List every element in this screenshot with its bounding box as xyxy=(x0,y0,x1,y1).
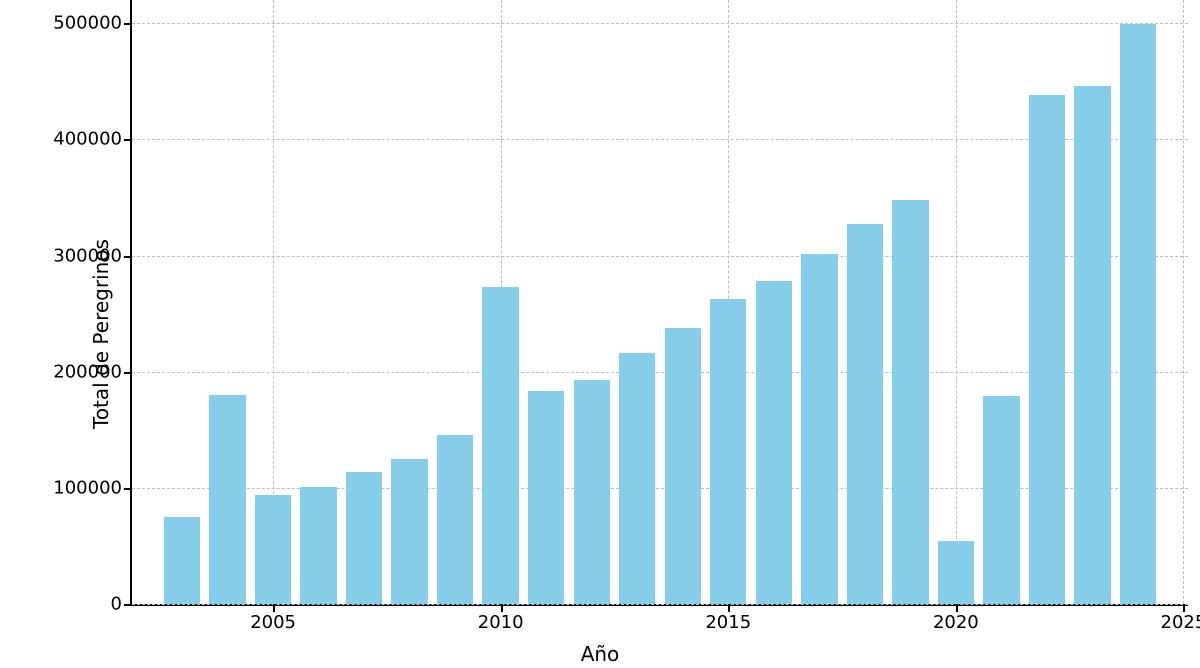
bar xyxy=(619,353,655,604)
plot-area: 0100000200000300000400000500000200520102… xyxy=(130,0,1188,606)
bar xyxy=(1074,86,1110,604)
bar xyxy=(209,395,245,604)
bar xyxy=(574,380,610,604)
bar xyxy=(847,224,883,604)
x-tick-mark xyxy=(728,604,730,612)
y-tick-mark xyxy=(124,372,132,374)
bar xyxy=(437,435,473,604)
x-tick-mark xyxy=(501,604,503,612)
y-tick-label: 500000 xyxy=(53,13,122,34)
y-tick-mark xyxy=(124,604,132,606)
bar xyxy=(528,391,564,604)
bar xyxy=(938,541,974,604)
bar xyxy=(1120,24,1156,604)
x-tick-mark xyxy=(1183,604,1185,612)
x-tick-label: 2025 xyxy=(1161,612,1200,633)
grid-line-v xyxy=(1183,0,1184,604)
bar xyxy=(983,396,1019,604)
bar xyxy=(665,328,701,604)
y-tick-mark xyxy=(124,139,132,141)
x-tick-label: 2020 xyxy=(933,612,979,633)
x-tick-label: 2015 xyxy=(705,612,751,633)
bar xyxy=(801,254,837,604)
x-axis-label: Año xyxy=(0,642,1200,666)
bar xyxy=(391,459,427,604)
bar xyxy=(482,287,518,604)
bar-chart: Total de Peregrinos Año 0100000200000300… xyxy=(0,0,1200,668)
bar xyxy=(710,299,746,604)
y-tick-label: 300000 xyxy=(53,245,122,266)
y-tick-label: 400000 xyxy=(53,129,122,150)
bar xyxy=(1029,95,1065,604)
y-tick-label: 200000 xyxy=(53,361,122,382)
bar xyxy=(892,200,928,604)
bar xyxy=(300,487,336,604)
x-tick-label: 2005 xyxy=(250,612,296,633)
bar xyxy=(164,517,200,604)
grid-line-h xyxy=(132,604,1188,605)
y-tick-mark xyxy=(124,256,132,258)
bar xyxy=(346,472,382,604)
bar xyxy=(255,495,291,604)
x-tick-label: 2010 xyxy=(478,612,524,633)
x-tick-mark xyxy=(956,604,958,612)
y-tick-mark xyxy=(124,23,132,25)
x-tick-mark xyxy=(273,604,275,612)
grid-line-h xyxy=(132,23,1188,24)
y-axis-label: Total de Peregrinos xyxy=(89,239,113,429)
grid-line-v xyxy=(956,0,957,604)
y-tick-label: 100000 xyxy=(53,477,122,498)
bar xyxy=(756,281,792,604)
y-tick-mark xyxy=(124,488,132,490)
y-tick-label: 0 xyxy=(111,594,122,615)
